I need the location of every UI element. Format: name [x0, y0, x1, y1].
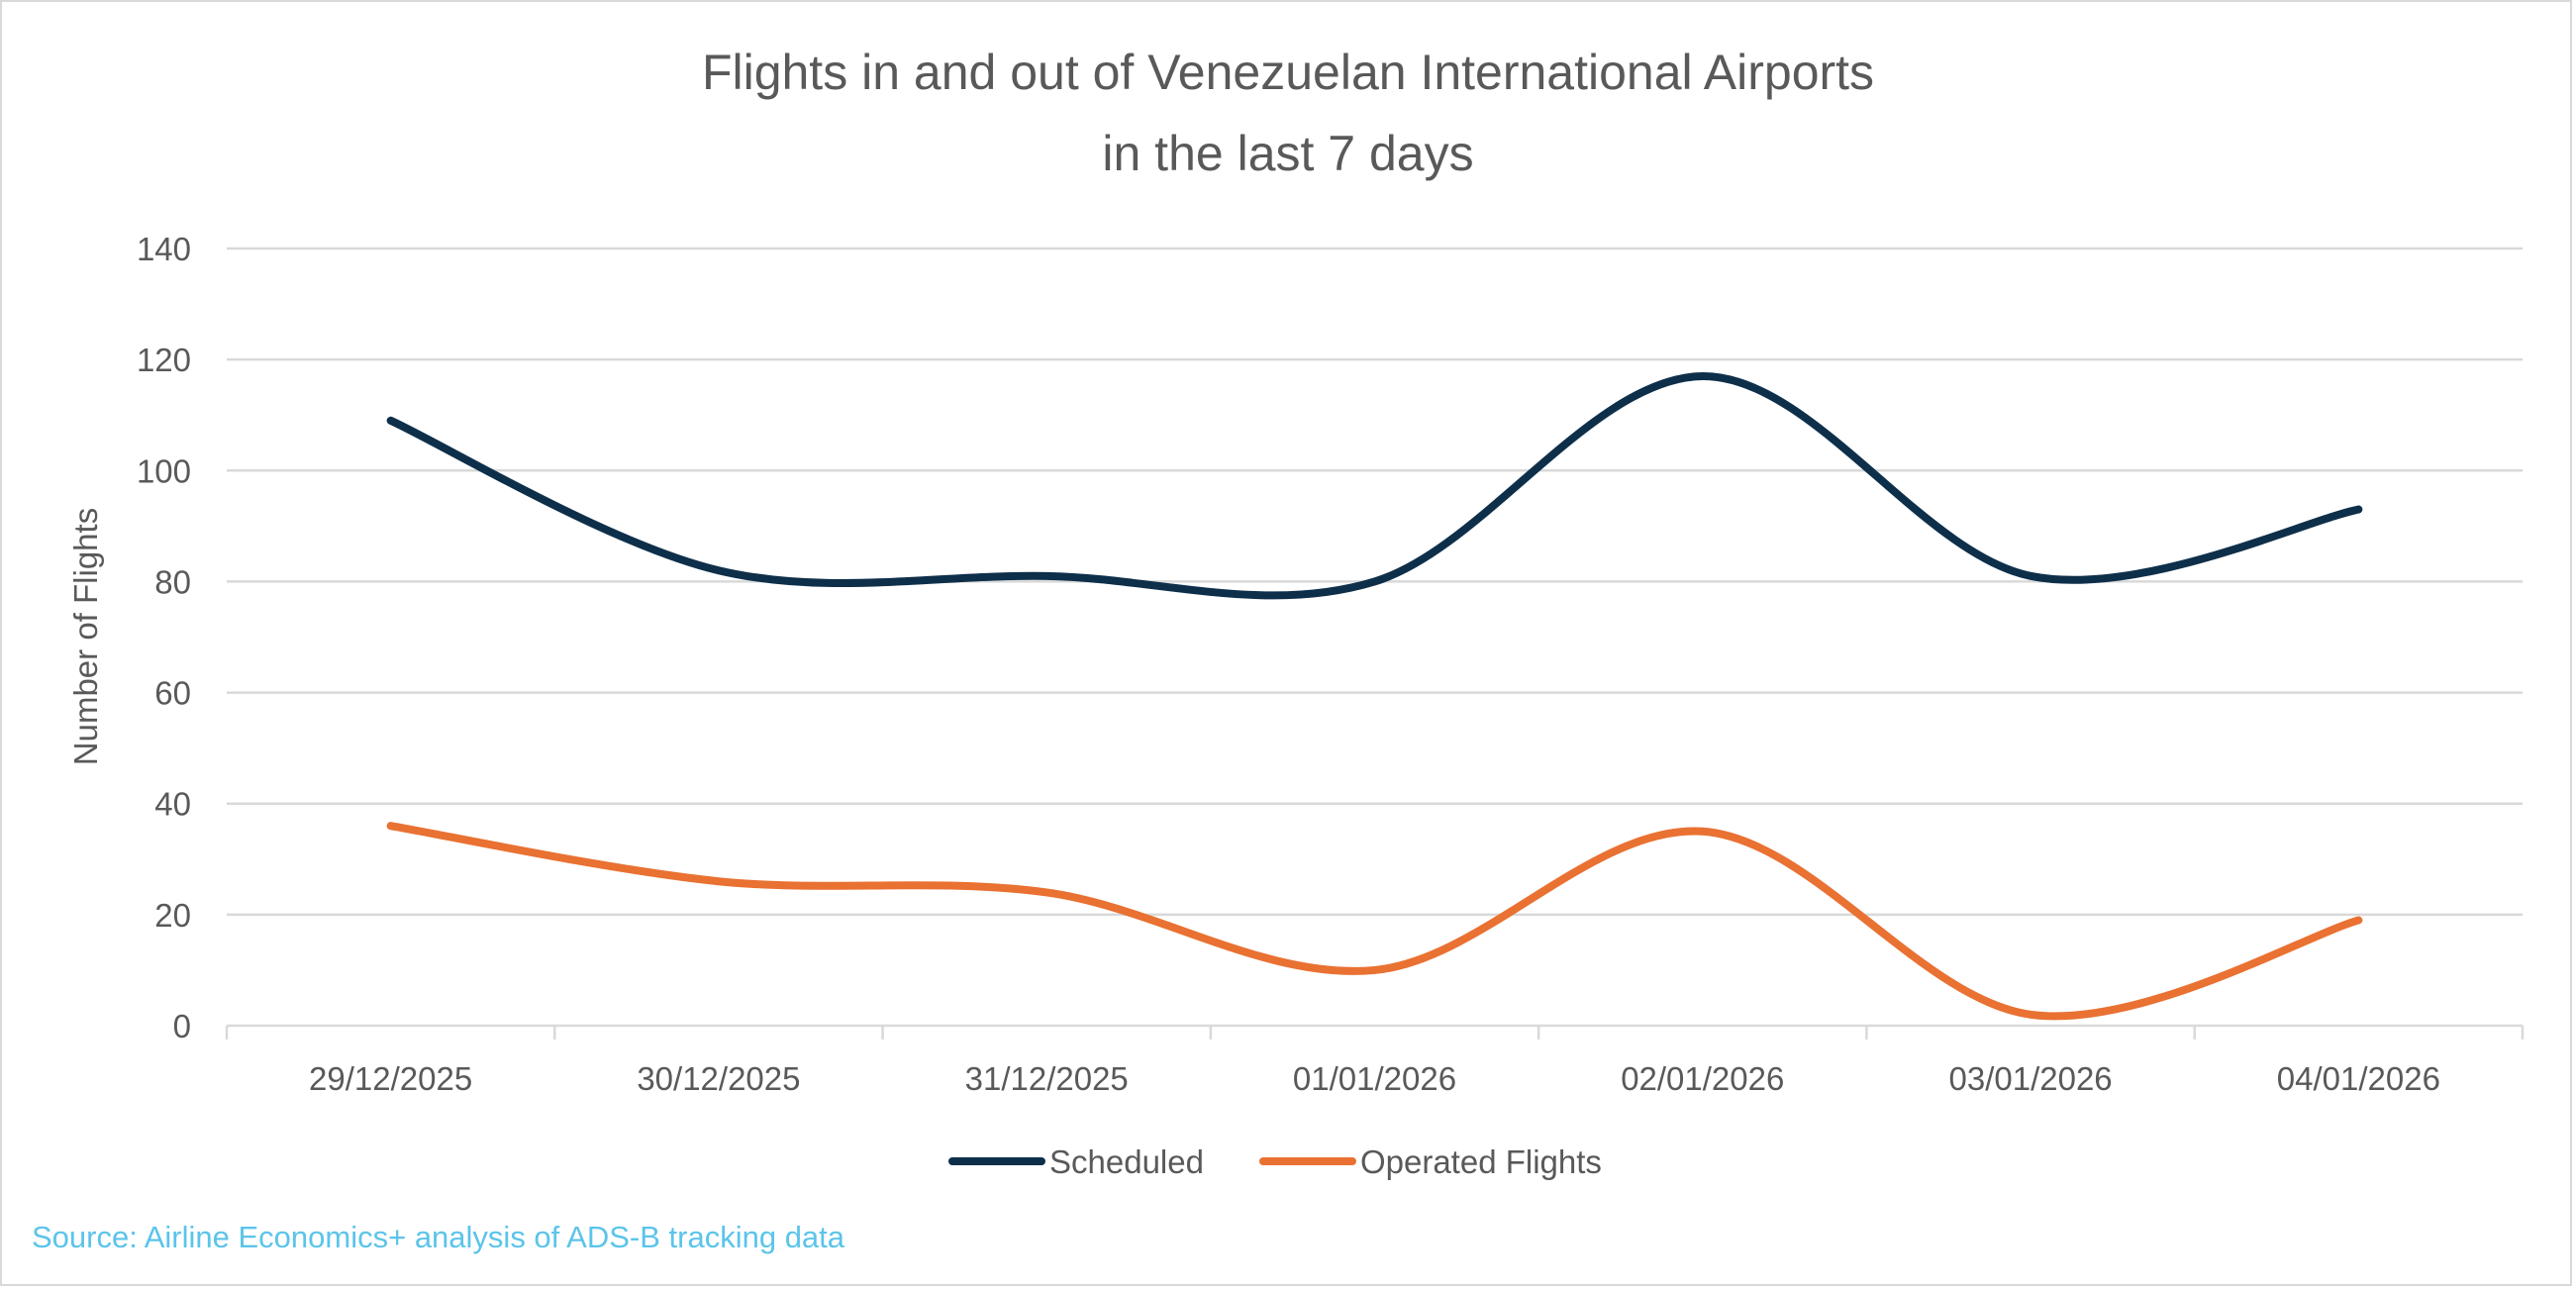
chart-subtitle: in the last 7 days [1102, 126, 1474, 181]
series-line-operated-flights [386, 822, 2363, 1021]
x-tick-label: 30/12/2025 [637, 1060, 800, 1097]
chart-title-line1: Flights in and out of Venezuelan Interna… [701, 45, 1875, 100]
y-axis-label: Number of Flights [67, 508, 104, 765]
source-note: Source: Airline Economics+ analysis of A… [32, 1220, 845, 1254]
legend-label: Operated Flights [1360, 1143, 1602, 1180]
y-tick-label: 40 [154, 786, 191, 823]
y-tick-label: 140 [137, 231, 191, 267]
y-tick-label: 60 [154, 675, 191, 712]
y-tick-label: 100 [137, 452, 191, 489]
y-tick-label: 80 [154, 563, 191, 600]
x-tick-label: 04/01/2026 [2277, 1060, 2440, 1097]
legend-label: Scheduled [1049, 1143, 1204, 1180]
y-tick-label: 20 [154, 897, 191, 934]
x-tick-label: 02/01/2026 [1621, 1060, 1784, 1097]
chart-title: Flights in and out of Venezuelan Interna… [0, 32, 2576, 194]
x-tick-label: 01/01/2026 [1293, 1060, 1456, 1097]
x-tick-label: 31/12/2025 [965, 1060, 1129, 1097]
x-tick-label: 03/01/2026 [1948, 1060, 2112, 1097]
x-tick-label: 29/12/2025 [309, 1060, 472, 1097]
y-tick-label: 0 [173, 1008, 191, 1044]
series-line-scheduled [386, 371, 2363, 600]
y-tick-label: 120 [137, 342, 191, 378]
